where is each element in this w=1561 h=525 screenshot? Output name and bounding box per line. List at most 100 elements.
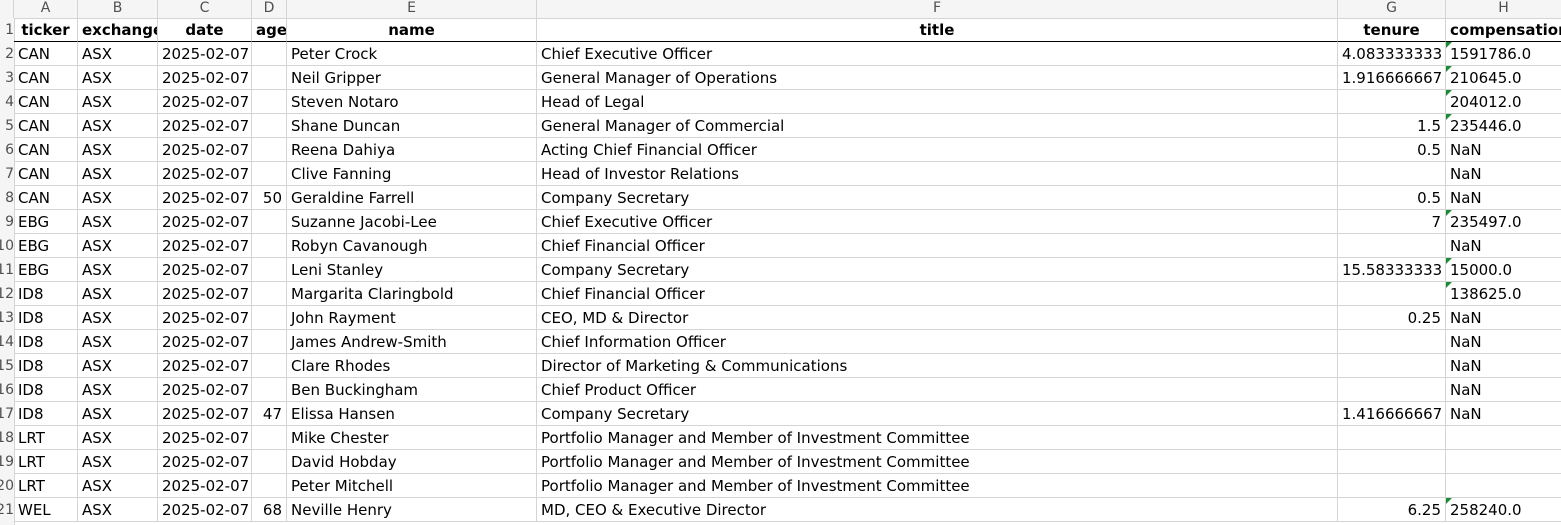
cell-compensation[interactable]: 138625.0 bbox=[1446, 282, 1561, 306]
cell-ticker[interactable]: LRT bbox=[14, 450, 78, 474]
cell-title[interactable]: Chief Financial Officer bbox=[537, 282, 1338, 306]
row-header[interactable]: 9 bbox=[0, 210, 14, 234]
cell-title[interactable]: Head of Legal bbox=[537, 90, 1338, 114]
cell-compensation[interactable]: 235497.0 bbox=[1446, 210, 1561, 234]
cell-exchange[interactable]: ASX bbox=[78, 42, 158, 66]
cell-name[interactable]: James Andrew-Smith bbox=[287, 330, 537, 354]
cell-title[interactable]: Company Secretary bbox=[537, 258, 1338, 282]
cell-age[interactable] bbox=[252, 378, 287, 402]
cell-exchange[interactable]: ASX bbox=[78, 426, 158, 450]
cell-age[interactable] bbox=[252, 258, 287, 282]
cell-date[interactable]: 2025-02-07 bbox=[158, 426, 252, 450]
cell-exchange[interactable]: ASX bbox=[78, 498, 158, 522]
row-header[interactable]: 15 bbox=[0, 354, 14, 378]
cell-exchange[interactable]: ASX bbox=[78, 330, 158, 354]
cell-name[interactable]: Reena Dahiya bbox=[287, 138, 537, 162]
cell-date[interactable]: 2025-02-07 bbox=[158, 90, 252, 114]
cell-ticker[interactable]: CAN bbox=[14, 42, 78, 66]
column-header-f[interactable]: F bbox=[537, 0, 1338, 18]
cell-ticker[interactable]: CAN bbox=[14, 162, 78, 186]
cell-tenure[interactable]: 15.58333333 bbox=[1338, 258, 1446, 282]
cell-age[interactable] bbox=[252, 234, 287, 258]
cell-age[interactable] bbox=[252, 354, 287, 378]
cell-age[interactable] bbox=[252, 474, 287, 498]
cell-compensation[interactable]: 204012.0 bbox=[1446, 90, 1561, 114]
row-header[interactable]: 3 bbox=[0, 66, 14, 90]
cell-tenure[interactable] bbox=[1338, 426, 1446, 450]
cell-compensation[interactable]: NaN bbox=[1446, 186, 1561, 210]
column-header-h[interactable]: H bbox=[1446, 0, 1561, 18]
row-header[interactable]: 13 bbox=[0, 306, 14, 330]
cell-name[interactable]: Clive Fanning bbox=[287, 162, 537, 186]
row-header[interactable]: 6 bbox=[0, 138, 14, 162]
cell-compensation[interactable]: NaN bbox=[1446, 234, 1561, 258]
column-header-e[interactable]: E bbox=[287, 0, 537, 18]
cell-ticker[interactable]: CAN bbox=[14, 138, 78, 162]
cell-name[interactable]: David Hobday bbox=[287, 450, 537, 474]
row-header[interactable]: 17 bbox=[0, 402, 14, 426]
cell-tenure[interactable]: 1.916666667 bbox=[1338, 66, 1446, 90]
cell-ticker[interactable]: EBG bbox=[14, 234, 78, 258]
cell-title[interactable]: Acting Chief Financial Officer bbox=[537, 138, 1338, 162]
cell-ticker[interactable]: WEL bbox=[14, 498, 78, 522]
cell-exchange[interactable]: ASX bbox=[78, 378, 158, 402]
cell-name[interactable]: Suzanne Jacobi-Lee bbox=[287, 210, 537, 234]
cell-tenure[interactable]: 0.5 bbox=[1338, 138, 1446, 162]
cell-tenure[interactable]: 7 bbox=[1338, 210, 1446, 234]
cell-title[interactable]: General Manager of Commercial bbox=[537, 114, 1338, 138]
cell-compensation[interactable]: NaN bbox=[1446, 330, 1561, 354]
cell-compensation[interactable]: NaN bbox=[1446, 354, 1561, 378]
cell-ticker[interactable]: ID8 bbox=[14, 306, 78, 330]
header-cell-ticker[interactable]: ticker bbox=[14, 18, 78, 42]
cell-age[interactable] bbox=[252, 162, 287, 186]
cell-date[interactable]: 2025-02-07 bbox=[158, 402, 252, 426]
cell-tenure[interactable]: 6.25 bbox=[1338, 498, 1446, 522]
cell-date[interactable]: 2025-02-07 bbox=[158, 114, 252, 138]
cell-title[interactable]: Portfolio Manager and Member of Investme… bbox=[537, 450, 1338, 474]
cell-age[interactable] bbox=[252, 450, 287, 474]
cell-tenure[interactable] bbox=[1338, 354, 1446, 378]
row-header[interactable]: 19 bbox=[0, 450, 14, 474]
cell-ticker[interactable]: CAN bbox=[14, 114, 78, 138]
cell-compensation[interactable] bbox=[1446, 474, 1561, 498]
cell-exchange[interactable]: ASX bbox=[78, 474, 158, 498]
cell-title[interactable]: Portfolio Manager and Member of Investme… bbox=[537, 426, 1338, 450]
cell-exchange[interactable]: ASX bbox=[78, 282, 158, 306]
cell-name[interactable]: Robyn Cavanough bbox=[287, 234, 537, 258]
cell-name[interactable]: Peter Mitchell bbox=[287, 474, 537, 498]
row-header[interactable]: 18 bbox=[0, 426, 14, 450]
cell-compensation[interactable]: 210645.0 bbox=[1446, 66, 1561, 90]
cell-exchange[interactable]: ASX bbox=[78, 66, 158, 90]
row-header[interactable]: 8 bbox=[0, 186, 14, 210]
cell-exchange[interactable]: ASX bbox=[78, 162, 158, 186]
cell-ticker[interactable]: LRT bbox=[14, 426, 78, 450]
cell-age[interactable]: 47 bbox=[252, 402, 287, 426]
cell-compensation[interactable]: NaN bbox=[1446, 162, 1561, 186]
cell-ticker[interactable]: ID8 bbox=[14, 330, 78, 354]
cell-title[interactable]: General Manager of Operations bbox=[537, 66, 1338, 90]
cell-compensation[interactable]: NaN bbox=[1446, 378, 1561, 402]
cell-date[interactable]: 2025-02-07 bbox=[158, 354, 252, 378]
cell-date[interactable]: 2025-02-07 bbox=[158, 474, 252, 498]
cell-date[interactable]: 2025-02-07 bbox=[158, 330, 252, 354]
cell-name[interactable]: Steven Notaro bbox=[287, 90, 537, 114]
cell-ticker[interactable]: LRT bbox=[14, 474, 78, 498]
cell-ticker[interactable]: CAN bbox=[14, 66, 78, 90]
cell-compensation[interactable] bbox=[1446, 426, 1561, 450]
cell-tenure[interactable] bbox=[1338, 234, 1446, 258]
cell-title[interactable]: Chief Executive Officer bbox=[537, 42, 1338, 66]
cell-title[interactable]: Company Secretary bbox=[537, 186, 1338, 210]
cell-name[interactable]: Clare Rhodes bbox=[287, 354, 537, 378]
cell-date[interactable]: 2025-02-07 bbox=[158, 210, 252, 234]
cell-age[interactable] bbox=[252, 114, 287, 138]
cell-name[interactable]: Neville Henry bbox=[287, 498, 537, 522]
cell-age[interactable] bbox=[252, 330, 287, 354]
cell-ticker[interactable]: EBG bbox=[14, 210, 78, 234]
cell-date[interactable]: 2025-02-07 bbox=[158, 234, 252, 258]
cell-name[interactable]: John Rayment bbox=[287, 306, 537, 330]
cell-tenure[interactable]: 1.5 bbox=[1338, 114, 1446, 138]
cell-name[interactable]: Ben Buckingham bbox=[287, 378, 537, 402]
cell-date[interactable]: 2025-02-07 bbox=[158, 138, 252, 162]
cell-exchange[interactable]: ASX bbox=[78, 306, 158, 330]
header-cell-title[interactable]: title bbox=[537, 18, 1338, 42]
